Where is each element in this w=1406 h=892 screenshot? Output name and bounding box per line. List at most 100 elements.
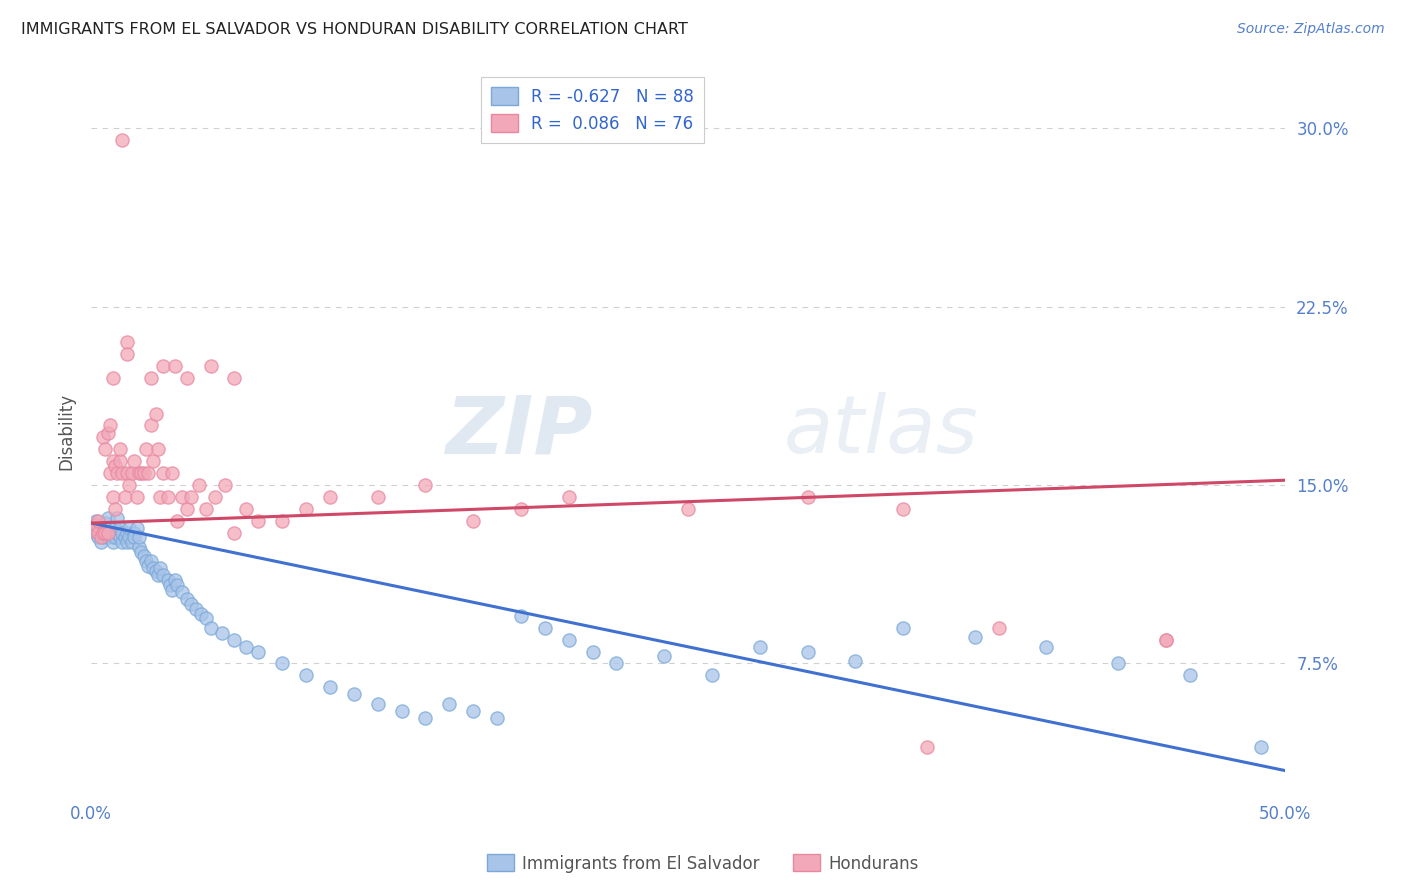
Point [91, 525, 114, 540]
Point [605, 657, 627, 671]
Point [98, 521, 121, 535]
Point [748, 640, 770, 654]
Point [247, 514, 270, 528]
Point [652, 649, 675, 664]
Point [118, 521, 141, 535]
Point [180, 490, 202, 504]
Point [91, 521, 114, 535]
Point [87, 530, 110, 544]
Point [122, 530, 145, 544]
Point [118, 478, 141, 492]
Point [1250, 739, 1272, 754]
Point [247, 644, 270, 658]
Point [1107, 657, 1129, 671]
Point [581, 644, 603, 658]
Point [676, 501, 699, 516]
Point [319, 490, 342, 504]
Point [90, 530, 112, 544]
Point [162, 466, 184, 480]
Point [180, 597, 202, 611]
Point [111, 535, 134, 549]
Point [224, 371, 246, 385]
Point [97, 425, 120, 440]
Point [94, 525, 117, 540]
Text: ZIP: ZIP [446, 392, 592, 470]
Point [108, 521, 131, 535]
Point [98, 418, 121, 433]
Point [439, 697, 461, 711]
Point [94, 525, 117, 540]
Point [152, 466, 174, 480]
Point [176, 501, 198, 516]
Point [101, 454, 124, 468]
Point [104, 530, 127, 544]
Point [142, 561, 165, 575]
Text: Source: ZipAtlas.com: Source: ZipAtlas.com [1237, 22, 1385, 37]
Point [186, 601, 208, 615]
Point [163, 359, 186, 373]
Point [142, 454, 165, 468]
Point [463, 514, 485, 528]
Point [132, 549, 155, 564]
Point [87, 514, 110, 528]
Point [83, 518, 105, 533]
Point [235, 640, 257, 654]
Point [139, 418, 162, 433]
Point [128, 540, 150, 554]
Point [557, 490, 579, 504]
Point [796, 644, 818, 658]
Point [94, 516, 117, 530]
Text: IMMIGRANTS FROM EL SALVADOR VS HONDURAN DISABILITY CORRELATION CHART: IMMIGRANTS FROM EL SALVADOR VS HONDURAN … [21, 22, 688, 37]
Point [111, 525, 134, 540]
Point [145, 564, 167, 578]
Point [98, 525, 121, 540]
Point [111, 133, 134, 147]
Point [162, 582, 184, 597]
Point [145, 407, 167, 421]
Point [129, 466, 152, 480]
Point [343, 687, 366, 701]
Point [235, 501, 257, 516]
Point [367, 697, 389, 711]
Point [295, 668, 318, 682]
Point [132, 466, 155, 480]
Point [149, 490, 172, 504]
Point [214, 478, 236, 492]
Point [194, 501, 217, 516]
Point [149, 561, 172, 575]
Point [204, 490, 226, 504]
Point [1154, 632, 1177, 647]
Point [319, 680, 342, 694]
Point [146, 568, 169, 582]
Point [510, 501, 533, 516]
Point [486, 711, 509, 725]
Point [156, 573, 179, 587]
Point [415, 711, 437, 725]
Point [94, 442, 117, 457]
Point [987, 621, 1010, 635]
Point [122, 525, 145, 540]
Point [125, 521, 148, 535]
Point [97, 525, 120, 540]
Point [176, 592, 198, 607]
Point [194, 611, 217, 625]
Point [152, 568, 174, 582]
Point [135, 554, 157, 568]
Point [138, 466, 160, 480]
Point [139, 554, 162, 568]
Point [101, 490, 124, 504]
Point [135, 442, 157, 457]
Point [107, 525, 129, 540]
Point [463, 704, 485, 718]
Point [796, 490, 818, 504]
Point [115, 466, 138, 480]
Point [97, 511, 120, 525]
Point [415, 478, 437, 492]
Point [271, 514, 294, 528]
Point [111, 466, 134, 480]
Point [115, 347, 138, 361]
Point [128, 530, 150, 544]
Point [190, 607, 212, 621]
Point [101, 535, 124, 549]
Point [84, 518, 107, 533]
